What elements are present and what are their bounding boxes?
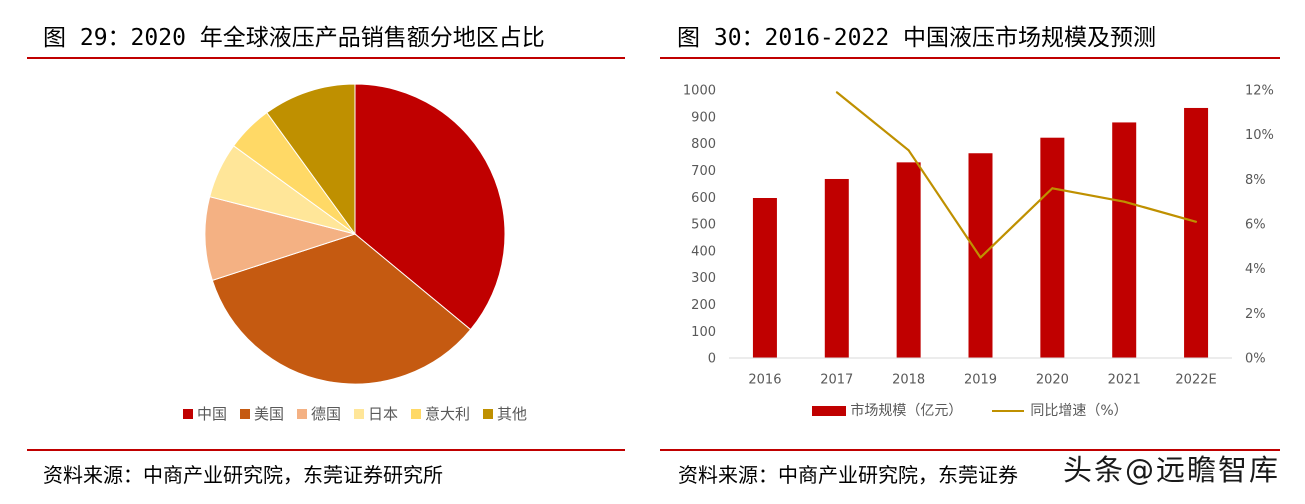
source-divider bbox=[660, 449, 1280, 451]
title-divider bbox=[27, 57, 625, 59]
x-tick-label: 2022E bbox=[1175, 373, 1216, 388]
title-divider bbox=[660, 57, 1280, 59]
legend-label: 德国 bbox=[310, 405, 341, 423]
bar-2022E bbox=[1184, 107, 1209, 359]
legend-label: 同比增速（%） bbox=[1030, 403, 1128, 419]
line-point-2022E bbox=[1195, 220, 1198, 223]
y-left-tick-label: 900 bbox=[691, 110, 716, 125]
figure-29-source: 资料来源：中商产业研究院，东莞证券研究所 bbox=[43, 463, 443, 487]
bar-legend-swatch bbox=[812, 406, 847, 416]
bar-2018 bbox=[896, 162, 921, 358]
pie-chart bbox=[204, 83, 506, 385]
legend-label: 中国 bbox=[196, 405, 227, 423]
legend-swatch bbox=[182, 409, 193, 419]
legend-label: 市场规模（亿元） bbox=[850, 403, 963, 419]
pie-legend-item-3: 德国 bbox=[296, 404, 341, 424]
source-divider bbox=[27, 449, 625, 451]
pie-legend-item-5: 意大利 bbox=[411, 404, 470, 424]
legend-swatch bbox=[483, 409, 494, 419]
figure-29-title: 图 29：2020 年全球液压产品销售额分地区占比 bbox=[43, 25, 545, 51]
pie-slice-2 bbox=[211, 233, 472, 385]
bar-line-combo-chart: 0 100 200 300 400 500 600 700 800 900 1000 0% 2% 4% 6%… bbox=[683, 84, 1274, 388]
bar-2016 bbox=[752, 198, 777, 358]
line-point-2020 bbox=[1051, 187, 1054, 190]
pie-slice-6 bbox=[266, 83, 356, 236]
legend-swatch bbox=[354, 409, 364, 419]
pie-slice-3 bbox=[204, 196, 357, 281]
y-left-tick-label: 500 bbox=[691, 218, 716, 233]
y-left-tick-label: 400 bbox=[691, 244, 716, 259]
y-right-tick-label: 4% bbox=[1245, 262, 1266, 277]
legend-swatch bbox=[239, 409, 250, 419]
pie-legend: 中国 美国 德国 日本 意大利 其他 bbox=[55, 404, 655, 424]
y-left-tick-label: 1000 bbox=[683, 84, 716, 99]
y-left-tick-label: 700 bbox=[691, 164, 716, 179]
y-left-tick-label: 300 bbox=[691, 271, 716, 286]
line-point-2017 bbox=[835, 91, 838, 94]
y-right-tick-label: 8% bbox=[1245, 173, 1266, 188]
x-tick-label: 2017 bbox=[820, 373, 853, 388]
y-right-tick-label: 12% bbox=[1245, 84, 1274, 99]
y-right-tick-label: 10% bbox=[1245, 128, 1274, 143]
y-left-tick-label: 600 bbox=[691, 191, 716, 206]
watermark: 头条@远瞻智库 bbox=[1063, 453, 1281, 487]
legend-label: 其他 bbox=[497, 405, 528, 423]
bar-2021 bbox=[1112, 122, 1137, 359]
y-right-tick-label: 6% bbox=[1245, 218, 1266, 233]
line-legend-swatch bbox=[992, 410, 1025, 412]
figure-30-source: 资料来源：中商产业研究院，东莞证券 bbox=[678, 463, 1018, 487]
pie-legend-item-4: 日本 bbox=[354, 404, 398, 424]
combo-legend: 市场规模（亿元） 同比增速（%） bbox=[660, 401, 1280, 421]
y-left-tick-label: 0 bbox=[708, 352, 716, 367]
growth-rate-line bbox=[836, 91, 1197, 259]
y-right-tick-label: 0% bbox=[1245, 352, 1266, 367]
pie-legend-item-2: 美国 bbox=[239, 404, 284, 424]
x-tick-label: 2020 bbox=[1036, 373, 1069, 388]
y-left-tick-label: 800 bbox=[691, 137, 716, 152]
bar-2017 bbox=[824, 178, 849, 358]
line-point-2021 bbox=[1123, 200, 1126, 203]
legend-swatch bbox=[411, 409, 422, 419]
pie-legend-item-6: 其他 bbox=[483, 404, 527, 424]
legend-label: 美国 bbox=[253, 405, 284, 423]
line-point-2019 bbox=[979, 256, 982, 259]
y-left-tick-label: 100 bbox=[691, 325, 716, 340]
bar-2020 bbox=[1040, 137, 1065, 358]
x-tick-label: 2018 bbox=[892, 373, 925, 388]
pie-slice-1 bbox=[354, 83, 506, 331]
legend-item-growth-rate: 同比增速（%） bbox=[992, 401, 1128, 421]
legend-label: 日本 bbox=[368, 405, 399, 423]
x-tick-label: 2016 bbox=[748, 373, 781, 388]
legend-label: 意大利 bbox=[425, 405, 471, 423]
x-tick-label: 2021 bbox=[1108, 373, 1141, 388]
legend-item-market-size: 市场规模（亿元） bbox=[812, 401, 962, 421]
legend-swatch bbox=[296, 409, 307, 419]
line-point-2018 bbox=[907, 149, 910, 152]
figure-30-title: 图 30：2016-2022 中国液压市场规模及预测 bbox=[677, 25, 1157, 51]
pie-legend-item-1: 中国 bbox=[182, 404, 227, 424]
y-right-tick-label: 2% bbox=[1245, 307, 1266, 322]
y-left-tick-label: 200 bbox=[691, 298, 716, 313]
x-tick-label: 2019 bbox=[964, 373, 997, 388]
